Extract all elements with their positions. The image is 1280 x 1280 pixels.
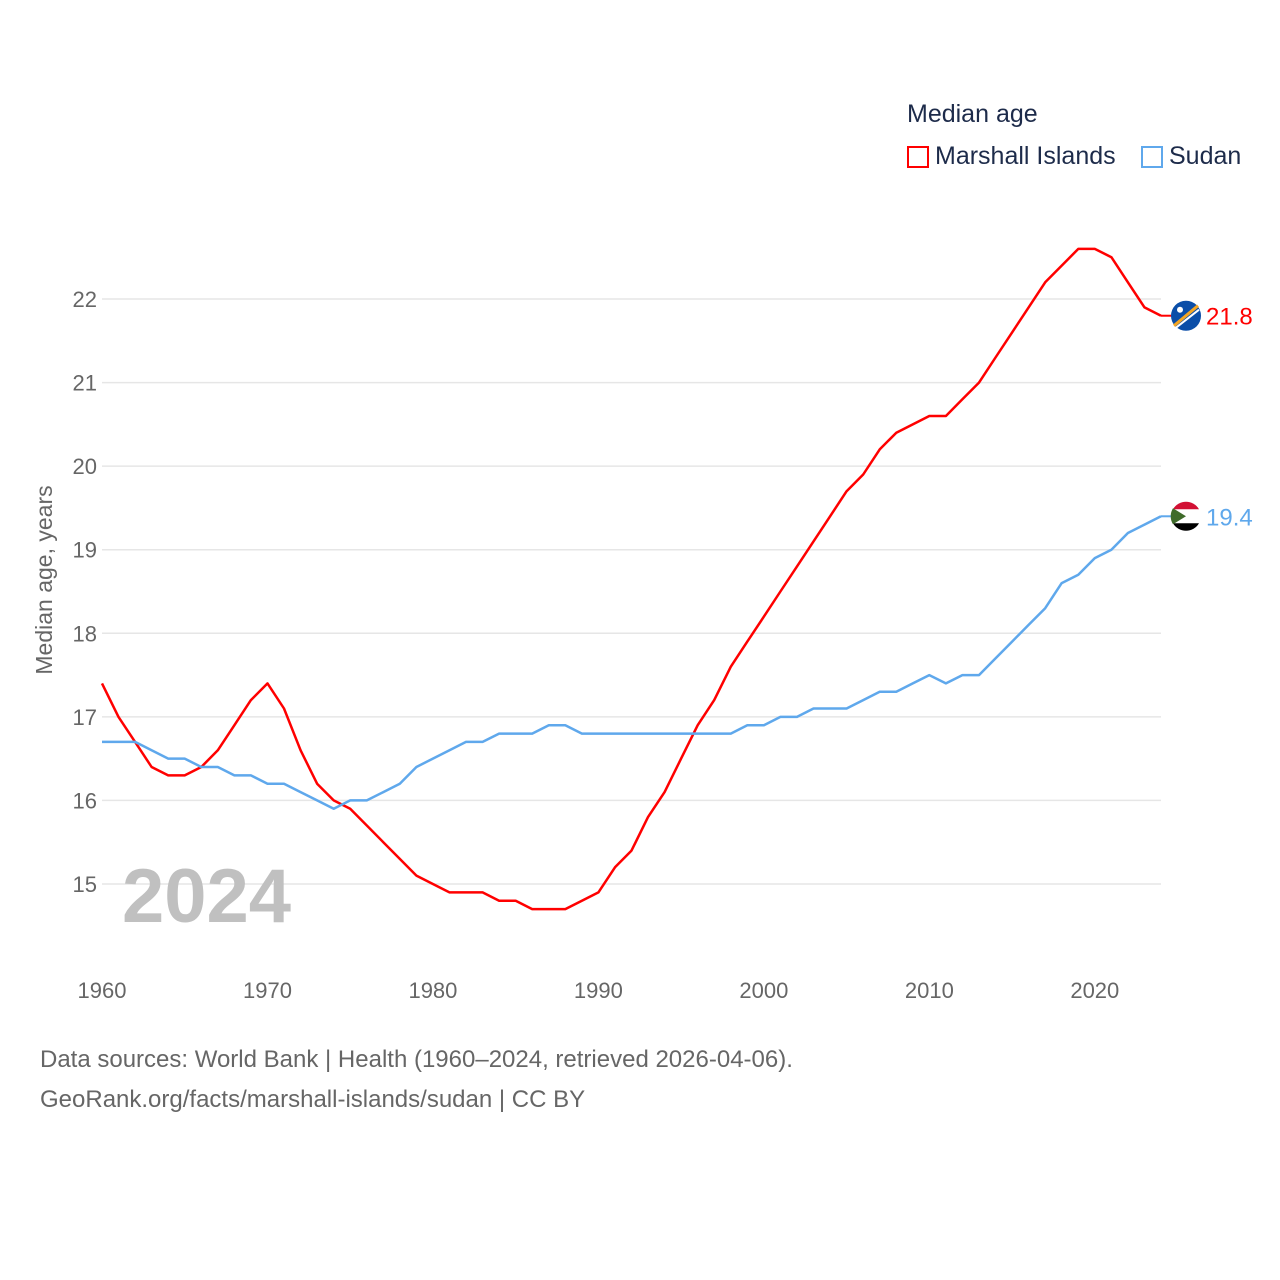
x-tick-label: 1970	[243, 978, 292, 1003]
y-tick-label: 22	[73, 287, 97, 312]
end-value-label: 19.4	[1206, 504, 1253, 531]
x-tick-label: 2020	[1070, 978, 1119, 1003]
x-tick-label: 2010	[905, 978, 954, 1003]
legend-label: Marshall Islands	[935, 142, 1116, 170]
legend-label: Sudan	[1169, 142, 1242, 170]
y-tick-label: 18	[73, 621, 97, 646]
y-tick-label: 20	[73, 454, 97, 479]
footer-sources: Data sources: World Bank | Health (1960–…	[40, 1046, 793, 1073]
flag-triangle	[1170, 508, 1186, 525]
flag-star	[1177, 306, 1183, 313]
y-tick-label: 19	[73, 538, 97, 563]
y-tick-label: 21	[73, 371, 97, 396]
y-tick-label: 17	[73, 705, 97, 730]
x-tick-label: 2000	[739, 978, 788, 1003]
flag-stripe	[1173, 501, 1199, 510]
legend-title: Median age	[907, 100, 1038, 128]
end-value-label: 21.8	[1206, 304, 1253, 331]
year-watermark: 2024	[122, 854, 291, 939]
footer-link[interactable]: GeoRank.org/facts/marshall-islands/sudan…	[40, 1086, 586, 1113]
legend-item-sudan[interactable]: Sudan	[1141, 142, 1241, 171]
legend-item-marshall-islands[interactable]: Marshall Islands	[907, 142, 1116, 171]
y-tick-label: 15	[73, 872, 97, 897]
flag-stripe	[1173, 304, 1199, 327]
y-axis-label: Median age, years	[31, 485, 57, 674]
x-tick-label: 1980	[408, 978, 457, 1003]
x-tick-label: 1990	[574, 978, 623, 1003]
flag-stripe	[1173, 523, 1199, 531]
series-line-marshall-islands	[100, 247, 1162, 911]
series-line-sudan	[102, 515, 1162, 811]
y-tick-label: 16	[73, 788, 97, 813]
legend-swatch	[1141, 145, 1163, 168]
flag-stripe	[1175, 308, 1200, 329]
x-tick-label: 1960	[78, 978, 127, 1003]
legend-swatch	[907, 145, 929, 168]
